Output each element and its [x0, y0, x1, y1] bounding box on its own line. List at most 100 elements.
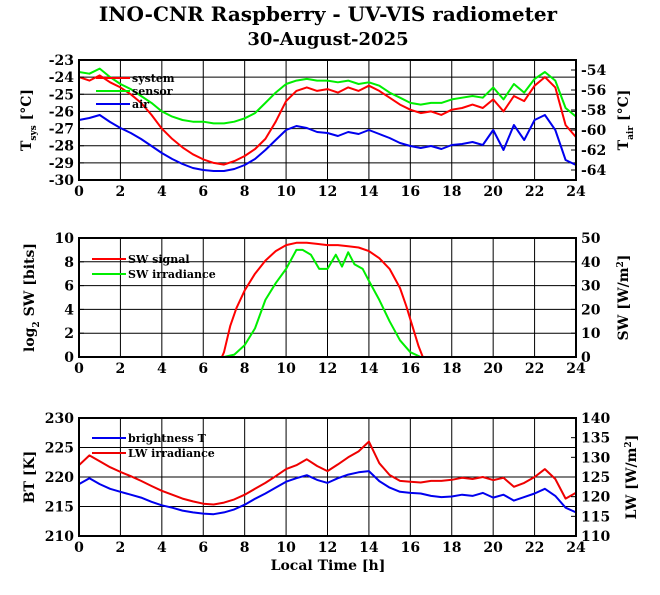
x-tick-label: 4 [157, 361, 167, 377]
y-tick-label-left: -29 [49, 156, 74, 172]
legend-label: LW irradiance [128, 447, 215, 460]
x-tick-label: 20 [483, 361, 503, 377]
y-tick-label-right: 20 [581, 302, 601, 318]
y-axis-label-left: BT [K] [22, 451, 38, 504]
x-tick-label: 12 [318, 184, 337, 200]
y-tick-label-left: -28 [49, 139, 74, 155]
x-tick-label: 8 [240, 361, 250, 377]
legend-label: SW signal [128, 253, 190, 266]
y-tick-label-left: 6 [64, 279, 74, 295]
x-tick-label: 10 [276, 184, 296, 200]
x-tick-label: 14 [359, 361, 379, 377]
y-tick-label-right: -54 [581, 63, 607, 79]
y-axis-label-right: Tair [°C] [616, 90, 636, 151]
x-tick-label: 0 [74, 184, 84, 200]
x-tick-label: 10 [276, 540, 296, 556]
series-line-system [78, 74, 577, 166]
x-tick-label: 12 [318, 540, 337, 556]
y-tick-label-left: -23 [49, 53, 74, 69]
y-tick-label-left: 10 [55, 231, 75, 247]
x-tick-label: 0 [74, 540, 84, 556]
y-tick-label-left: -25 [49, 87, 74, 103]
series-line-air [78, 114, 577, 172]
panel-2 [78, 237, 577, 358]
y-tick-label-left: 215 [45, 500, 74, 516]
x-tick-label: 14 [359, 184, 379, 200]
series-line-sw-signal [79, 241, 576, 358]
y-tick-label-left: -30 [49, 173, 75, 189]
y-tick-label-right: 135 [581, 431, 610, 447]
x-tick-label: 18 [442, 184, 461, 200]
y-axis-label-left: Tsys [°C] [19, 89, 39, 151]
panel-3 [78, 417, 577, 537]
y-tick-label-right: 110 [581, 529, 610, 545]
y-tick-label-left: 225 [45, 441, 74, 457]
series-line-brightness-t [78, 470, 577, 516]
x-tick-label: 16 [401, 184, 420, 200]
x-tick-label: 20 [483, 540, 503, 556]
x-tick-label: 24 [566, 540, 586, 556]
plot-frame [78, 237, 577, 358]
y-tick-label-left: 2 [64, 326, 74, 342]
x-tick-label: 20 [483, 184, 503, 200]
y-tick-label-right: -64 [581, 163, 607, 179]
x-tick-label: 16 [401, 361, 420, 377]
y-tick-label-right: 40 [581, 255, 601, 271]
x-tick-label: 8 [240, 184, 250, 200]
x-tick-label: 24 [566, 184, 586, 200]
figure-title: INO-CNR Raspberry - UV-VIS radiometer [99, 2, 558, 26]
x-tick-label: 2 [116, 361, 126, 377]
x-tick-label: 22 [525, 361, 544, 377]
x-tick-label: 2 [116, 184, 126, 200]
y-axis-label-right: SW [W/m2] [616, 255, 632, 341]
y-tick-label-right: -60 [581, 123, 607, 139]
y-tick-label-left: 220 [45, 470, 74, 486]
y-tick-label-right: 10 [581, 326, 601, 342]
y-tick-label-left: -24 [49, 70, 75, 86]
panel-1 [78, 59, 577, 181]
y-tick-label-left: 0 [64, 350, 74, 366]
series-line-sw-irradiance [79, 248, 576, 358]
x-axis-label: Local Time [h] [271, 558, 386, 574]
x-tick-label: 4 [157, 540, 167, 556]
figure-subtitle: 30-August-2025 [247, 29, 408, 50]
x-tick-label: 24 [566, 361, 586, 377]
legend-label: system [132, 72, 175, 85]
x-tick-label: 6 [198, 184, 208, 200]
y-tick-label-right: 30 [581, 279, 601, 295]
x-tick-label: 4 [157, 184, 167, 200]
series-line-lw-irradiance [78, 440, 577, 506]
x-tick-label: 6 [198, 540, 208, 556]
y-tick-label-left: -27 [49, 122, 74, 138]
legend-label: air [132, 98, 149, 111]
y-tick-label-right: 0 [581, 350, 591, 366]
y-tick-label-right: -56 [581, 83, 606, 99]
plot-frame [78, 59, 577, 181]
y-tick-label-left: 210 [45, 529, 74, 545]
y-axis-label-left: log2 SW [bits] [22, 243, 42, 352]
x-tick-label: 18 [442, 361, 461, 377]
y-tick-label-right: 120 [581, 490, 610, 506]
x-tick-label: 0 [74, 361, 84, 377]
y-tick-label-right: 125 [581, 470, 610, 486]
x-tick-label: 12 [318, 361, 337, 377]
x-tick-label: 22 [525, 184, 544, 200]
x-tick-label: 2 [116, 540, 126, 556]
y-tick-label-right: -58 [581, 103, 606, 119]
y-axis-label-right: LW [W/m2] [624, 435, 640, 520]
x-tick-label: 18 [442, 540, 461, 556]
y-tick-label-right: 140 [581, 411, 610, 427]
y-tick-label-right: -62 [581, 143, 606, 159]
y-tick-label-left: -26 [49, 104, 74, 120]
x-tick-label: 16 [401, 540, 420, 556]
legend-label: brightness T [128, 432, 207, 445]
x-tick-label: 10 [276, 361, 296, 377]
y-tick-label-right: 50 [581, 231, 601, 247]
y-tick-label-right: 130 [581, 450, 610, 466]
x-tick-label: 8 [240, 540, 250, 556]
x-tick-label: 6 [198, 361, 208, 377]
y-tick-label-left: 230 [45, 411, 74, 427]
x-tick-label: 22 [525, 540, 544, 556]
